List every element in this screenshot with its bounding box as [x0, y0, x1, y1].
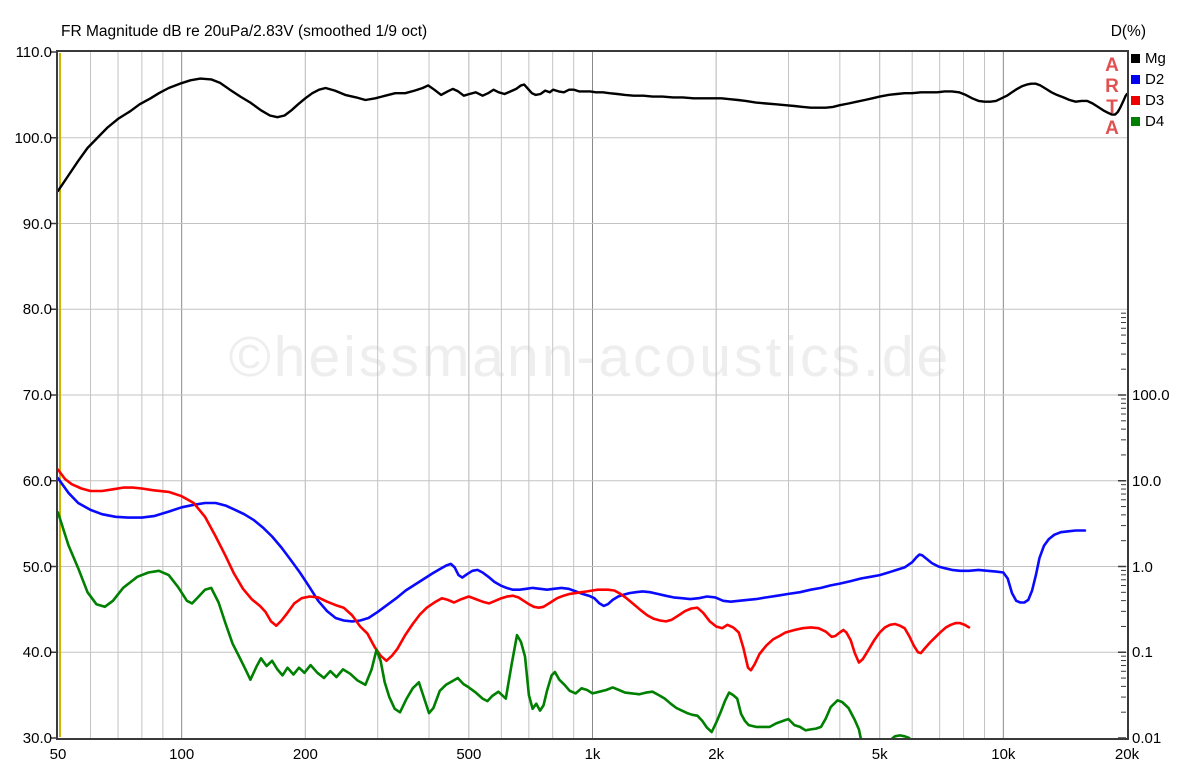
arta-watermark-letter: A	[1105, 118, 1119, 139]
legend-item-d3: D3	[1131, 91, 1164, 109]
arta-watermark-letter: R	[1105, 76, 1119, 97]
y-axis-tick-label: 40.0	[22, 644, 52, 662]
y-axis-tick-label: 60.0	[22, 472, 52, 490]
right-axis-tick-label: 0.1	[1132, 644, 1153, 662]
plot-border	[56, 50, 1129, 740]
x-axis-tick-label: 200	[292, 746, 318, 763]
legend-swatch-d3	[1131, 95, 1140, 105]
chart-title: FR Magnitude dB re 20uPa/2.83V (smoothed…	[61, 23, 428, 40]
x-axis-tick-label: 1k	[584, 746, 601, 763]
curve-d4	[58, 511, 863, 738]
legend-swatch-d4	[1131, 116, 1140, 126]
arta-watermark-letter: A	[1105, 55, 1119, 76]
x-axis-tick-label: 2k	[708, 746, 725, 763]
x-axis-tick-label: 500	[456, 746, 482, 763]
x-axis-tick-label: 100	[169, 746, 195, 763]
right-axis-title: D(%)	[1110, 23, 1146, 40]
legend-item-d2: D2	[1131, 70, 1164, 88]
y-axis-tick-label: 80.0	[22, 301, 52, 319]
right-axis-tick-label: 0.01	[1132, 730, 1162, 747]
y-axis-tick-label: 70.0	[22, 387, 52, 404]
legend-label: Mg	[1145, 49, 1166, 67]
legend-label: D4	[1145, 112, 1165, 130]
legend-label: D2	[1145, 70, 1165, 88]
legend-item-mg: Mg	[1131, 49, 1166, 67]
curve-mg	[58, 77, 1127, 193]
x-axis-tick-label: 5k	[871, 746, 888, 763]
curves-group	[58, 77, 1127, 738]
arta-watermark-letter: T	[1106, 97, 1118, 118]
right-axis-tick-label: 100.0	[1132, 387, 1170, 404]
y-axis-tick-label: 100.0	[14, 129, 52, 147]
y-axis-tick-label: 50.0	[22, 558, 52, 576]
right-axis-tick-label: 1.0	[1132, 558, 1153, 576]
y-axis-tick-label: 90.0	[22, 215, 52, 233]
curve-d4	[890, 734, 911, 738]
legend-item-d4: D4	[1131, 112, 1164, 130]
right-axis-tick-label: 10.0	[1132, 472, 1162, 490]
legend-label: D3	[1145, 91, 1165, 109]
x-axis-tick-label: 50	[49, 746, 67, 763]
x-axis-tick-label: 10k	[991, 746, 1016, 763]
x-axis-tick-label: 20k	[1114, 746, 1140, 763]
y-axis-tick-label: 110.0	[15, 44, 52, 61]
curve-d2	[58, 476, 1087, 623]
legend-swatch-mg	[1131, 53, 1140, 63]
site-watermark: ©heissmann-acoustics.de	[228, 325, 952, 389]
legend-swatch-d2	[1131, 74, 1140, 84]
curve-d3	[58, 468, 971, 672]
y-axis-tick-label: 30.0	[22, 730, 52, 747]
